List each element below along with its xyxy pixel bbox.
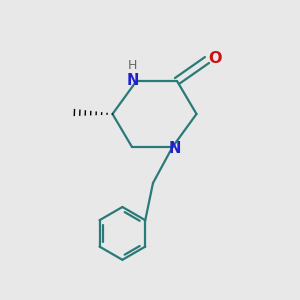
Text: N: N <box>127 73 139 88</box>
Text: H: H <box>128 59 138 72</box>
Text: N: N <box>169 141 181 156</box>
Text: O: O <box>209 51 222 66</box>
